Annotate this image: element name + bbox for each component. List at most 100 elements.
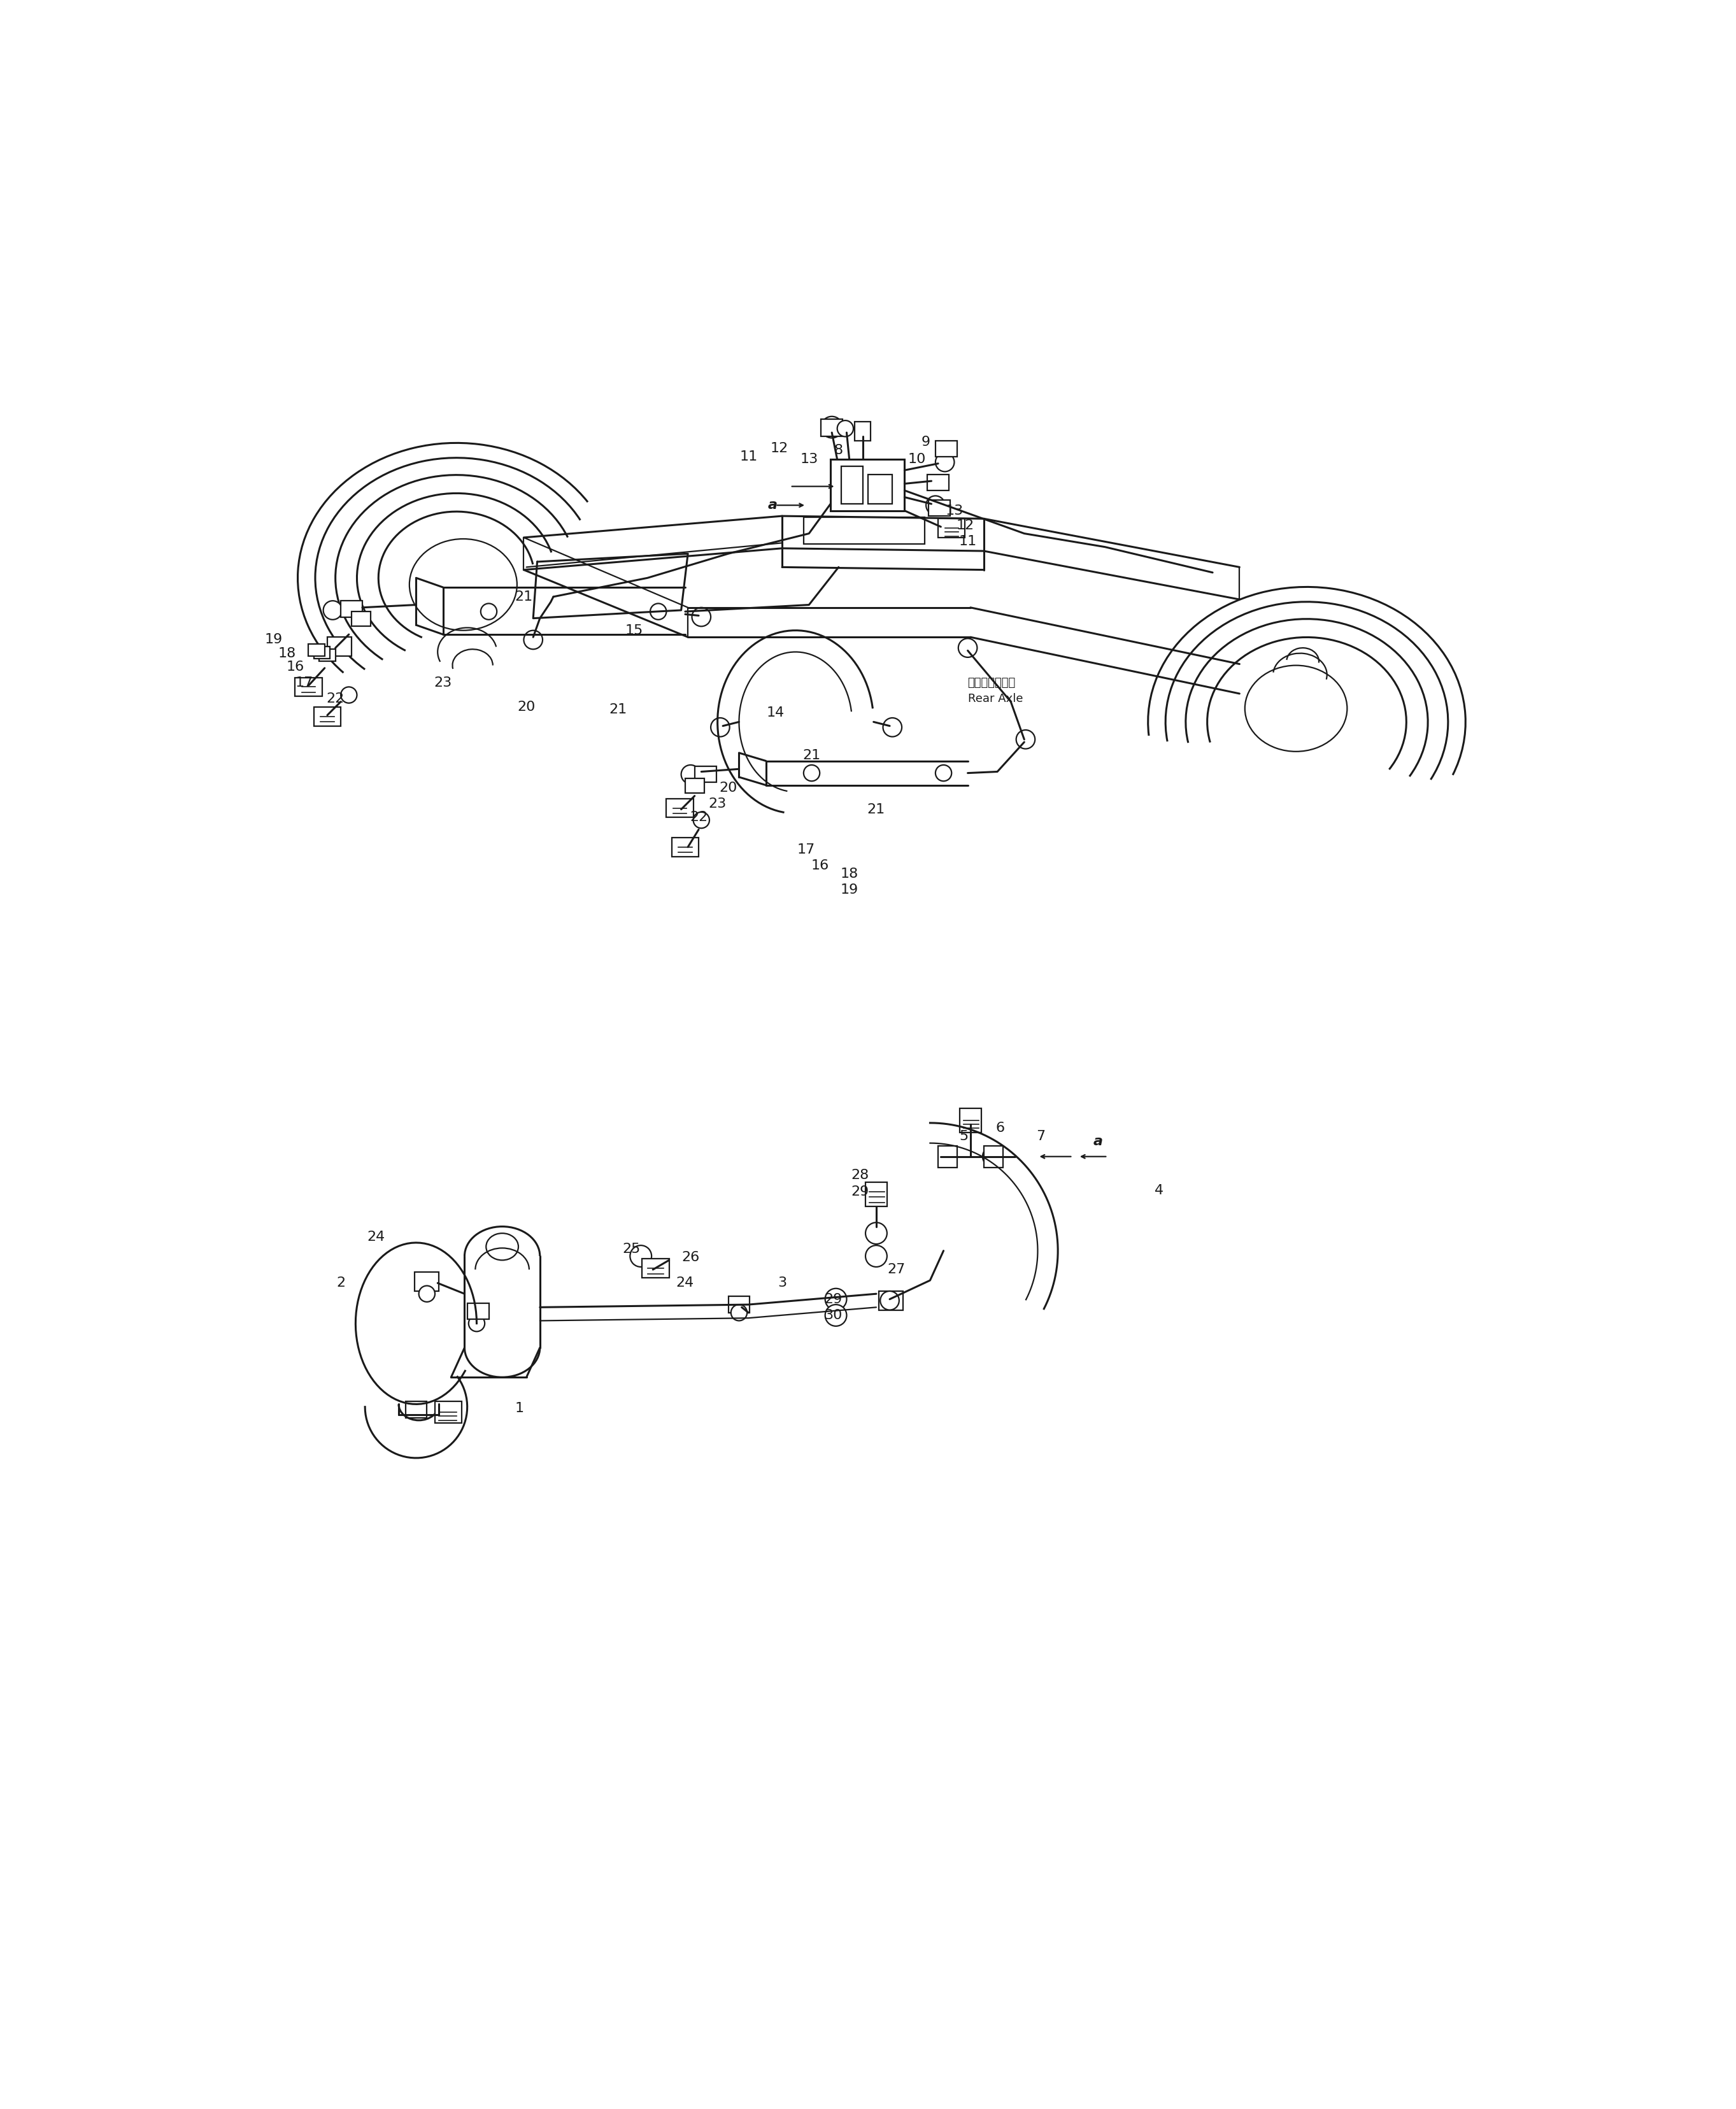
- Text: 19: 19: [264, 633, 283, 645]
- Circle shape: [524, 631, 543, 650]
- Circle shape: [693, 812, 710, 829]
- Text: 12: 12: [771, 443, 788, 456]
- Text: 21: 21: [516, 591, 533, 603]
- FancyBboxPatch shape: [984, 1145, 1003, 1166]
- Circle shape: [340, 688, 358, 702]
- Text: 18: 18: [278, 647, 295, 660]
- Circle shape: [481, 603, 496, 620]
- Text: 23: 23: [708, 797, 726, 810]
- Circle shape: [937, 1147, 957, 1166]
- Text: 21: 21: [868, 804, 885, 816]
- Circle shape: [731, 1305, 746, 1320]
- FancyBboxPatch shape: [842, 466, 863, 504]
- FancyBboxPatch shape: [936, 441, 957, 458]
- FancyBboxPatch shape: [866, 1183, 887, 1206]
- Text: 21: 21: [609, 704, 627, 717]
- Circle shape: [821, 415, 842, 439]
- Text: 24: 24: [677, 1276, 694, 1289]
- Circle shape: [469, 1316, 484, 1331]
- FancyBboxPatch shape: [830, 460, 904, 510]
- Circle shape: [418, 1286, 436, 1301]
- Text: 29: 29: [825, 1293, 842, 1305]
- Text: 13: 13: [946, 504, 963, 517]
- Text: 15: 15: [625, 624, 642, 637]
- Text: リヤーアクスル: リヤーアクスル: [967, 677, 1016, 690]
- Text: 17: 17: [295, 677, 314, 690]
- Text: 20: 20: [719, 782, 738, 795]
- Circle shape: [710, 717, 729, 736]
- FancyBboxPatch shape: [351, 612, 370, 626]
- FancyBboxPatch shape: [314, 647, 330, 658]
- Circle shape: [323, 601, 342, 620]
- FancyBboxPatch shape: [929, 500, 950, 517]
- Text: 21: 21: [802, 749, 821, 761]
- Circle shape: [880, 1291, 899, 1310]
- Text: Rear Axle: Rear Axle: [967, 694, 1023, 704]
- Circle shape: [693, 607, 710, 626]
- Text: 16: 16: [811, 860, 828, 873]
- Text: 8: 8: [833, 443, 844, 456]
- Circle shape: [983, 1147, 1002, 1166]
- Text: 30: 30: [825, 1310, 842, 1322]
- Text: 5: 5: [960, 1130, 969, 1143]
- Text: 7: 7: [1036, 1130, 1045, 1143]
- Text: 2: 2: [337, 1276, 345, 1289]
- FancyBboxPatch shape: [804, 517, 925, 544]
- Text: a: a: [1094, 1135, 1102, 1147]
- Circle shape: [936, 453, 955, 472]
- Text: 4: 4: [1154, 1183, 1163, 1196]
- Circle shape: [825, 1289, 847, 1310]
- Text: 24: 24: [366, 1232, 385, 1244]
- Text: 12: 12: [957, 519, 974, 531]
- Text: 20: 20: [517, 700, 535, 713]
- FancyBboxPatch shape: [340, 601, 363, 618]
- FancyBboxPatch shape: [937, 519, 965, 538]
- Text: 14: 14: [766, 707, 785, 719]
- Circle shape: [1016, 730, 1035, 749]
- Circle shape: [936, 766, 951, 780]
- Text: 27: 27: [887, 1263, 906, 1276]
- FancyBboxPatch shape: [937, 1145, 957, 1166]
- Text: 23: 23: [434, 677, 451, 690]
- FancyBboxPatch shape: [686, 778, 705, 793]
- FancyBboxPatch shape: [309, 643, 325, 656]
- FancyBboxPatch shape: [328, 637, 351, 656]
- FancyBboxPatch shape: [821, 420, 842, 437]
- FancyBboxPatch shape: [415, 1272, 439, 1291]
- Text: 11: 11: [740, 451, 757, 464]
- FancyBboxPatch shape: [927, 475, 950, 491]
- Text: a: a: [767, 500, 778, 512]
- Text: 13: 13: [800, 453, 818, 466]
- Text: 22: 22: [326, 692, 344, 704]
- Circle shape: [804, 766, 819, 780]
- FancyBboxPatch shape: [960, 1107, 981, 1133]
- Circle shape: [651, 603, 667, 620]
- FancyBboxPatch shape: [667, 799, 693, 818]
- Text: 10: 10: [908, 453, 925, 466]
- Text: 22: 22: [689, 812, 708, 825]
- FancyBboxPatch shape: [878, 1291, 903, 1310]
- FancyBboxPatch shape: [642, 1259, 668, 1278]
- FancyBboxPatch shape: [295, 677, 321, 696]
- Text: 1: 1: [516, 1402, 524, 1415]
- Text: 6: 6: [995, 1122, 1005, 1135]
- FancyBboxPatch shape: [672, 837, 698, 856]
- FancyBboxPatch shape: [314, 707, 340, 725]
- Text: 25: 25: [621, 1242, 641, 1255]
- Circle shape: [630, 1246, 651, 1268]
- Text: 11: 11: [958, 536, 977, 548]
- Circle shape: [837, 420, 854, 437]
- FancyBboxPatch shape: [436, 1402, 462, 1424]
- Text: 9: 9: [922, 437, 930, 449]
- Circle shape: [925, 496, 944, 515]
- Circle shape: [958, 639, 977, 658]
- Text: 28: 28: [851, 1168, 870, 1181]
- Circle shape: [825, 1305, 847, 1327]
- Circle shape: [681, 766, 700, 785]
- Text: 16: 16: [286, 660, 304, 673]
- FancyBboxPatch shape: [854, 422, 871, 441]
- Circle shape: [884, 717, 901, 736]
- Text: 3: 3: [778, 1276, 786, 1289]
- Text: 17: 17: [797, 844, 816, 856]
- Text: 26: 26: [682, 1251, 700, 1263]
